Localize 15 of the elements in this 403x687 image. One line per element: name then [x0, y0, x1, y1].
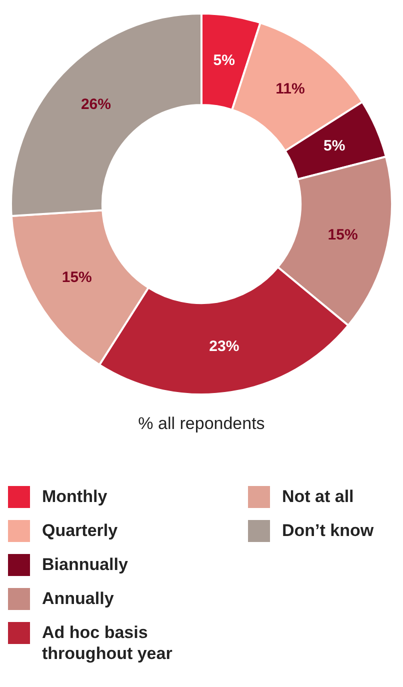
legend-label: Not at all [282, 486, 354, 507]
legend-label: Don’t know [282, 520, 374, 541]
data-label: 5% [213, 52, 235, 70]
data-label: 15% [62, 268, 92, 286]
legend-label: Annually [42, 588, 114, 609]
data-label: 15% [328, 226, 358, 244]
data-label: 11% [276, 80, 305, 98]
data-label: 26% [80, 96, 111, 114]
legend-label: Biannually [42, 554, 128, 575]
legend-label: Quarterly [42, 520, 118, 541]
data-label: 23% [209, 338, 240, 356]
legend-label: Ad hoc basis throughout year [42, 622, 174, 664]
data-label: 5% [324, 138, 346, 155]
text: % all repondents [137, 414, 266, 434]
legend-label: Monthly [42, 486, 108, 507]
